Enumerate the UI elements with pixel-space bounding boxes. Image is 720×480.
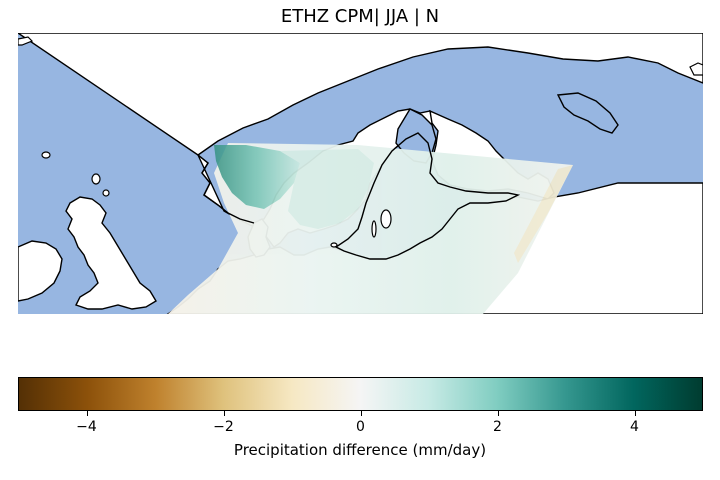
bornholm [331, 243, 337, 247]
oland [372, 221, 376, 237]
colorbar-tick-label: −2 [204, 419, 244, 435]
colorbar-tick-label: 0 [341, 419, 381, 435]
colorbar-tick-label: 2 [478, 419, 518, 435]
precipitation-map [18, 33, 703, 314]
colorbar-tick-mark [224, 411, 225, 416]
colorbar-gradient [18, 377, 703, 411]
gotland [381, 210, 391, 228]
colorbar-tick-mark [87, 411, 88, 416]
colorbar-tick-mark [635, 411, 636, 416]
colorbar-tick-mark [361, 411, 362, 416]
figure-title: ETHZ CPM| JJA | N [0, 6, 720, 27]
colorbar-label: Precipitation difference (mm/day) [0, 441, 720, 459]
colorbar-tick-mark [498, 411, 499, 416]
colorbar-tick-label: 4 [615, 419, 655, 435]
colorbar-tick-label: −4 [67, 419, 107, 435]
colorbar [18, 377, 703, 411]
